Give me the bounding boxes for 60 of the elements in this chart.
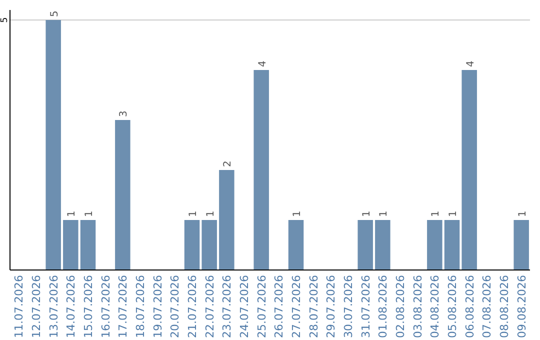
bar xyxy=(63,220,78,270)
data-label: 1 xyxy=(378,210,390,217)
x-tick-label: 20.07.2026 xyxy=(168,275,182,338)
bar xyxy=(184,220,200,270)
x-tick-label: 21.07.2026 xyxy=(186,275,199,338)
x-tick-label: 02.08.2026 xyxy=(394,275,407,338)
data-label: 3 xyxy=(118,110,130,117)
x-tick-label: 01.08.2026 xyxy=(376,275,390,338)
x-tick-label: 29.07.2026 xyxy=(324,275,338,338)
x-tick-label: 04.08.2026 xyxy=(428,275,442,338)
bar xyxy=(80,220,96,270)
data-label: 1 xyxy=(361,210,372,217)
x-tick-label: 22.07.2026 xyxy=(203,275,216,338)
data-label: 5 xyxy=(49,10,60,17)
x-tick-label: 09.08.2026 xyxy=(515,275,528,338)
bar xyxy=(444,220,460,270)
data-label: 1 xyxy=(292,210,303,217)
x-tick-label: 05.08.2026 xyxy=(446,275,459,338)
data-label: 1 xyxy=(205,210,216,217)
data-label: 1 xyxy=(84,210,95,217)
bar xyxy=(202,220,217,270)
x-tick-label: 23.07.2026 xyxy=(220,275,234,338)
x-tick-label: 03.08.2026 xyxy=(411,275,424,338)
x-tick-label: 28.07.2026 xyxy=(307,275,320,338)
x-tick-label: 16.07.2026 xyxy=(99,275,112,338)
x-tick-label: 27.07.2026 xyxy=(290,275,303,338)
x-tick-label: 11.07.2026 xyxy=(12,275,26,338)
x-tick-label: 30.07.2026 xyxy=(342,275,355,338)
bar xyxy=(462,70,477,270)
data-label: 1 xyxy=(66,210,78,217)
x-tick-label: 19.07.2026 xyxy=(151,275,164,338)
x-tick-label: 24.07.2026 xyxy=(238,275,251,338)
bar xyxy=(514,220,529,270)
x-tick-label: 17.07.2026 xyxy=(116,275,130,338)
x-tick-label: 12.07.2026 xyxy=(30,275,43,338)
x-tick-label: 18.07.2026 xyxy=(134,275,147,338)
x-tick-label: 06.08.2026 xyxy=(463,275,476,338)
bar xyxy=(427,220,442,270)
x-tick-label: 15.07.2026 xyxy=(82,275,95,338)
bar xyxy=(115,120,130,270)
bar xyxy=(219,170,234,270)
x-tick-label: 26.07.2026 xyxy=(272,275,286,338)
x-tick-label: 08.08.2026 xyxy=(498,275,511,338)
data-label: 1 xyxy=(517,210,528,217)
bar xyxy=(254,70,269,270)
data-label: 4 xyxy=(465,60,476,67)
data-label: 1 xyxy=(188,210,199,217)
bar xyxy=(358,220,373,270)
x-tick-label: 25.07.2026 xyxy=(255,275,268,338)
x-tick-label: 07.08.2026 xyxy=(480,275,494,338)
bar xyxy=(288,220,304,270)
x-tick-label: 14.07.2026 xyxy=(64,275,78,338)
data-label: 2 xyxy=(222,160,234,167)
data-label: 1 xyxy=(448,210,459,217)
data-label: 1 xyxy=(430,210,442,217)
x-tick-label: 13.07.2026 xyxy=(47,275,60,338)
data-label: 4 xyxy=(257,60,268,67)
bar xyxy=(375,220,390,270)
x-tick-label: 31.07.2026 xyxy=(359,275,372,338)
bar xyxy=(46,20,61,270)
